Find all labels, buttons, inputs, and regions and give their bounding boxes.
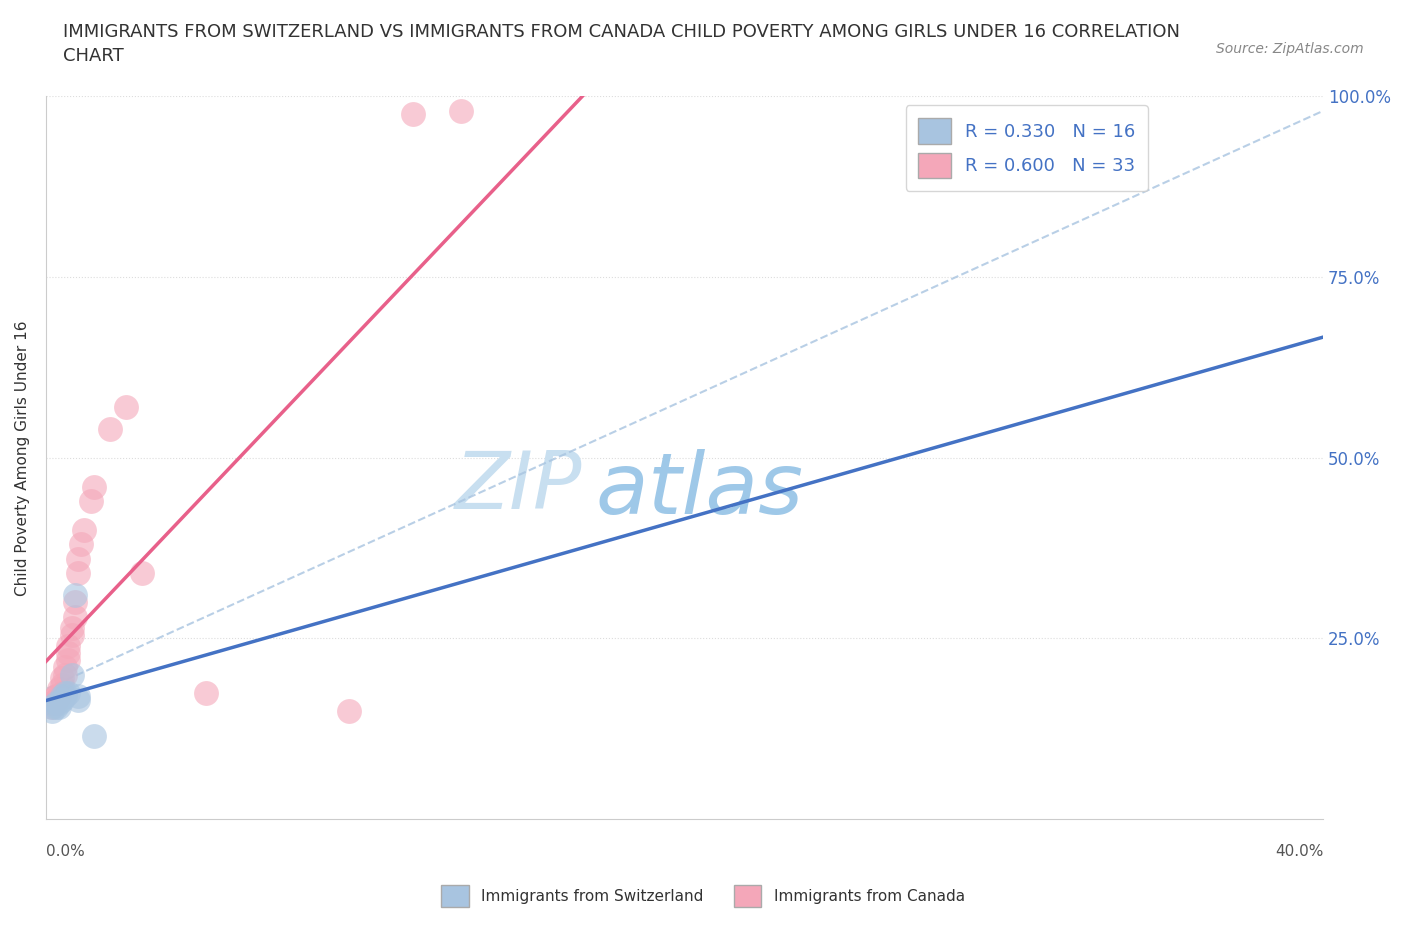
Point: [98, 421, 121, 436]
Point: [83, 479, 105, 494]
Point: [41, 699, 63, 714]
Point: [45, 696, 67, 711]
Point: [41, 703, 63, 718]
Legend: Immigrants from Switzerland, Immigrants from Canada: Immigrants from Switzerland, Immigrants …: [434, 879, 972, 913]
Point: [48, 682, 70, 697]
Text: atlas: atlas: [595, 449, 803, 532]
Point: [402, 107, 425, 122]
Text: IMMIGRANTS FROM SWITZERLAND VS IMMIGRANTS FROM CANADA CHILD POVERTY AMONG GIRLS : IMMIGRANTS FROM SWITZERLAND VS IMMIGRANT…: [63, 23, 1180, 65]
Point: [41, 699, 63, 714]
Legend: R = 0.330   N = 16, R = 0.600   N = 33: R = 0.330 N = 16, R = 0.600 N = 33: [905, 105, 1149, 191]
Point: [53, 667, 76, 682]
Point: [53, 689, 76, 704]
Point: [73, 523, 96, 538]
Text: 0.0%: 0.0%: [46, 844, 84, 859]
Point: [131, 566, 153, 581]
Point: [70, 537, 93, 551]
Point: [45, 689, 67, 704]
Point: [53, 685, 76, 700]
Point: [60, 628, 83, 643]
Point: [48, 689, 70, 704]
Point: [66, 693, 89, 708]
Point: [53, 660, 76, 675]
Point: [51, 689, 73, 704]
Point: [58, 645, 80, 660]
Point: [63, 595, 86, 610]
Point: [45, 693, 67, 708]
Point: [66, 689, 89, 704]
Point: [48, 696, 70, 711]
Text: 40.0%: 40.0%: [1275, 844, 1323, 859]
Point: [114, 400, 136, 415]
Point: [41, 693, 63, 708]
Point: [79, 494, 101, 509]
Point: [194, 685, 217, 700]
Y-axis label: Child Poverty Among Girls Under 16: Child Poverty Among Girls Under 16: [15, 320, 30, 595]
Point: [63, 609, 86, 624]
Point: [66, 566, 89, 581]
Point: [83, 728, 105, 743]
Point: [51, 678, 73, 693]
Point: [45, 699, 67, 714]
Point: [48, 699, 70, 714]
Point: [45, 696, 67, 711]
Point: [41, 696, 63, 711]
Point: [337, 703, 360, 718]
Point: [58, 653, 80, 668]
Point: [58, 638, 80, 653]
Point: [66, 551, 89, 566]
Point: [58, 685, 80, 700]
Point: [51, 693, 73, 708]
Point: [60, 667, 83, 682]
Point: [51, 671, 73, 685]
Point: [450, 103, 472, 118]
Text: ZIP: ZIP: [456, 447, 582, 525]
Point: [51, 685, 73, 700]
Point: [63, 588, 86, 603]
Text: Source: ZipAtlas.com: Source: ZipAtlas.com: [1216, 42, 1364, 56]
Point: [60, 620, 83, 635]
